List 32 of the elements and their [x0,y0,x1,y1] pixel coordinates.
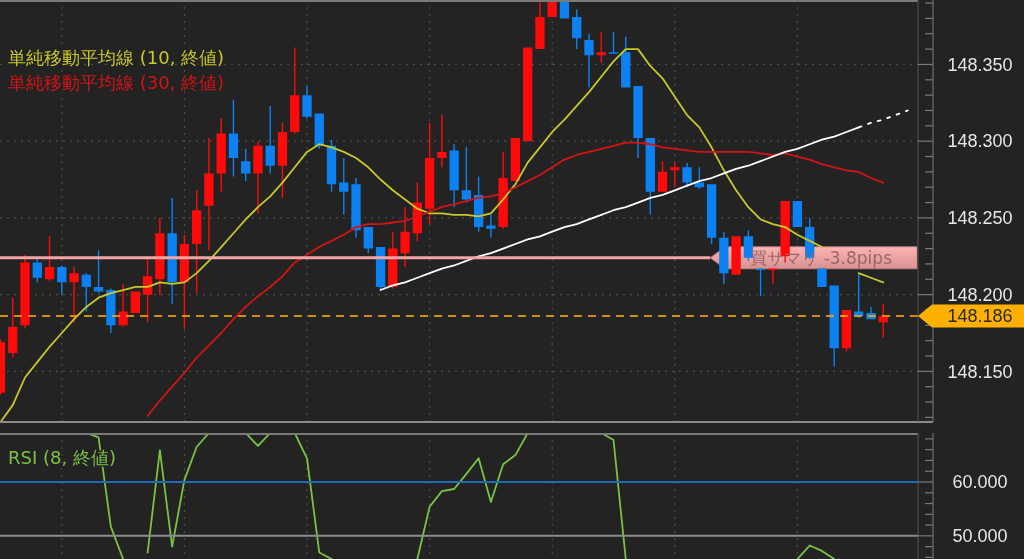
candlestick [204,138,214,251]
candlestick [20,254,30,329]
candlestick [535,0,545,50]
candlestick [633,85,643,159]
candlestick [302,85,312,119]
ref-line-label: 148.186 [947,306,1013,327]
candlestick [167,197,177,304]
candlestick [253,141,263,214]
candlestick [449,144,459,208]
y-tick-label: 148.250 [947,208,1013,229]
y-tick-label: 148.200 [947,284,1013,305]
candlestick [682,162,692,188]
candlestick [486,214,496,238]
text: 単純移動平均線 (10, 終値) [8,47,225,69]
candlestick [155,217,165,295]
y-tick-label: 148.300 [947,131,1013,152]
candlestick [731,236,741,275]
candlestick [351,178,361,238]
y-tick-label: 50.000 [952,526,1008,547]
candlestick [817,268,827,287]
candlestick [57,265,67,295]
candlestick [400,207,410,268]
candlestick [670,162,680,188]
candlestick [69,267,79,323]
y-tick-label: 60.000 [952,472,1008,493]
text: 単純移動平均線 (30, 終値) [8,72,225,94]
y-tick-label: 148.350 [947,54,1013,75]
candlestick [118,283,128,327]
candlestick [584,33,594,88]
candlestick [768,268,778,284]
candlestick [437,115,447,168]
y-tick-label: 148.150 [947,361,1013,382]
